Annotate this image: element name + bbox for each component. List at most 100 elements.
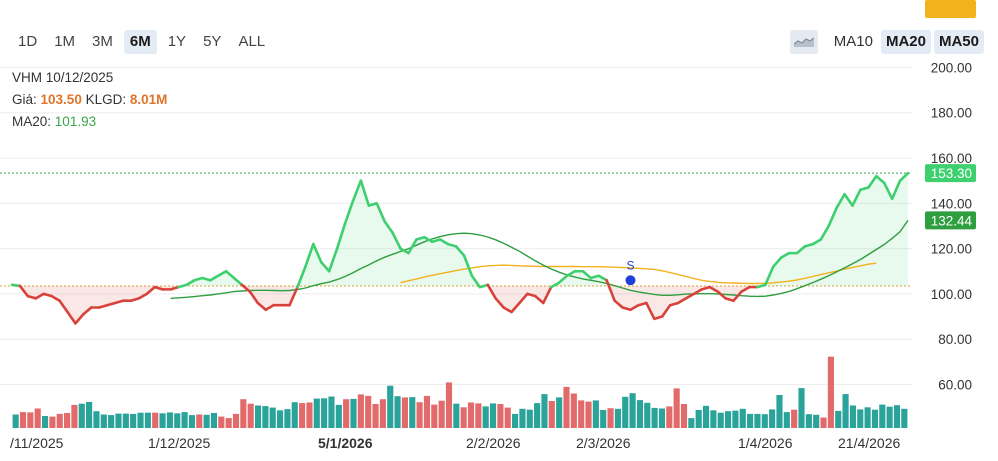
price-segment xyxy=(502,306,513,314)
volume-bar xyxy=(240,399,247,428)
volume-bar xyxy=(100,414,107,428)
ma20-value: 101.93 xyxy=(54,114,97,129)
ma50-toggle[interactable]: MA50 xyxy=(933,30,984,54)
price-segment xyxy=(867,174,878,189)
price-segment xyxy=(621,306,632,312)
volume-bar xyxy=(78,403,85,428)
price-segment xyxy=(327,247,339,273)
range-all[interactable]: ALL xyxy=(238,33,266,50)
signal-marker xyxy=(625,275,636,286)
price-segment xyxy=(296,265,307,289)
volume-bar xyxy=(144,412,151,428)
price-segment xyxy=(256,301,268,312)
price-segment xyxy=(201,276,212,282)
price-segment xyxy=(367,202,379,207)
volume-bar xyxy=(754,413,761,428)
range-3m[interactable]: 3M xyxy=(92,33,113,50)
price-segment xyxy=(10,283,22,288)
price-segment xyxy=(97,303,109,309)
price-segment xyxy=(58,299,69,314)
volume-bar xyxy=(269,407,276,428)
volume-bar xyxy=(122,413,129,428)
volume-bar xyxy=(41,416,49,428)
price-segment xyxy=(415,235,426,241)
price-segment xyxy=(890,179,902,201)
price-segment xyxy=(304,242,315,269)
volume-bar xyxy=(438,400,445,428)
volume-bar xyxy=(365,395,372,428)
price-segment xyxy=(795,245,807,255)
volume-bar xyxy=(181,412,188,428)
signal-label: S xyxy=(626,258,634,272)
volume-bar xyxy=(724,411,732,428)
price-segment xyxy=(494,297,505,309)
ma50-badge xyxy=(925,0,976,18)
volume-bar xyxy=(152,412,159,428)
price-segment xyxy=(74,312,85,325)
ma20-toggle[interactable]: MA20 xyxy=(880,30,931,54)
range-1m[interactable]: 1M xyxy=(54,33,76,50)
volume-bar xyxy=(600,410,607,428)
volume-bar xyxy=(482,406,489,428)
volume-bar xyxy=(328,396,335,428)
price-segment xyxy=(882,181,894,201)
ma10-toggle[interactable]: MA10 xyxy=(833,33,873,50)
price-segment xyxy=(700,285,712,291)
volume-bar xyxy=(188,415,196,428)
x-tick-label: 1/12/2025 xyxy=(148,435,210,451)
price-segment xyxy=(629,303,640,312)
ma50-line xyxy=(400,262,877,285)
price-segment xyxy=(549,281,561,289)
volume-bar xyxy=(19,412,27,428)
volume-bar xyxy=(166,412,173,428)
volume-bar xyxy=(849,405,856,428)
volume-bar xyxy=(541,394,548,428)
volume-bar xyxy=(548,401,555,428)
volume-label: KLGD: xyxy=(85,92,127,107)
range-5y[interactable]: 5Y xyxy=(203,33,222,50)
last-price-badge-label: 153.30 xyxy=(931,166,972,181)
tooltip-info: VHM 10/12/2025 Giá: 103.50 KLGD: 8.01M M… xyxy=(12,67,167,133)
price-segment xyxy=(708,285,719,293)
price-segment xyxy=(169,285,180,291)
volume-bar xyxy=(460,407,467,428)
x-tick-label: 21/4/2026 xyxy=(838,435,900,451)
price-segment xyxy=(82,306,93,316)
range-1d[interactable]: 1D xyxy=(18,33,38,50)
ma20-badge xyxy=(925,211,976,230)
price-segment xyxy=(692,288,704,296)
price-segment xyxy=(486,283,497,300)
price-segment xyxy=(851,188,862,207)
price-label: Giá: xyxy=(12,92,37,107)
price-segment xyxy=(177,283,188,289)
price-segment xyxy=(676,297,688,305)
volume-bar xyxy=(27,412,34,428)
price-line: Giá: 103.50 KLGD: 8.01M xyxy=(12,89,167,111)
volume-bar xyxy=(901,408,908,428)
volume-bar xyxy=(387,385,394,428)
price-segment xyxy=(763,265,775,287)
volume-bar xyxy=(857,409,864,428)
price-segment xyxy=(399,247,410,255)
volume-bar xyxy=(196,414,203,428)
price-segment xyxy=(113,299,125,305)
price-segment xyxy=(454,245,466,257)
volume-bar xyxy=(86,401,93,428)
y-tick-label: 80.00 xyxy=(938,332,972,347)
volume-bar xyxy=(350,398,357,428)
volume-bar xyxy=(519,408,526,428)
volume-bar xyxy=(453,403,460,428)
price-segment xyxy=(208,274,220,282)
price-segment xyxy=(771,256,783,269)
volume-bar xyxy=(512,413,519,428)
volume-bar xyxy=(64,413,71,428)
range-6m[interactable]: 6M xyxy=(123,30,157,54)
ma-toggles: MA10 MA20 MA50 xyxy=(789,30,984,54)
area-chart-icon[interactable] xyxy=(789,30,818,54)
volume-bar xyxy=(791,409,798,428)
price-segment xyxy=(898,171,910,182)
volume-bar xyxy=(394,396,401,428)
x-tick-label: 5/1/2026 xyxy=(318,435,373,451)
range-1y[interactable]: 1Y xyxy=(167,33,187,50)
